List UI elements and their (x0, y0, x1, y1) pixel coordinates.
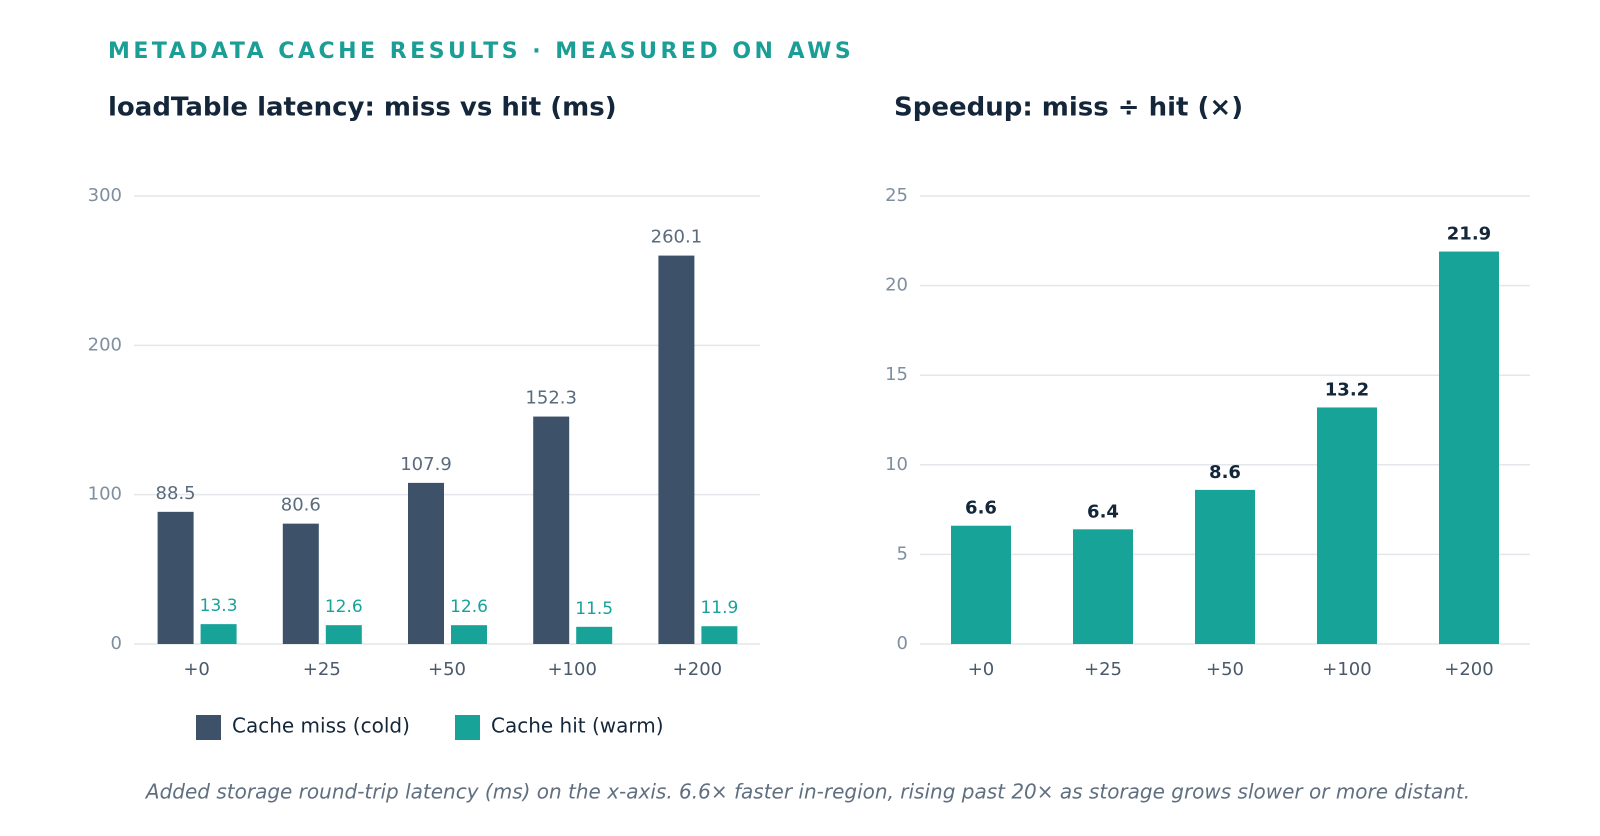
y-tick-label: 300 (88, 185, 122, 206)
value-label: 13.3 (200, 596, 238, 616)
bar (408, 482, 444, 644)
bar (157, 511, 194, 644)
legend-label: Cache hit (warm) (491, 714, 664, 738)
value-label: 11.9 (700, 598, 738, 618)
value-label: 260.1 (651, 227, 703, 248)
bar (1073, 529, 1133, 644)
bar (325, 625, 362, 644)
bar (200, 624, 237, 644)
bar (1439, 251, 1499, 644)
value-label: 12.6 (325, 597, 363, 617)
y-tick-label: 10 (885, 454, 908, 475)
value-label: 12.6 (450, 597, 488, 617)
value-label: 152.3 (525, 388, 577, 409)
legend-label: Cache miss (cold) (232, 714, 410, 738)
legend-swatch (455, 715, 480, 740)
x-tick-label: +200 (1444, 659, 1493, 680)
bar (451, 625, 487, 644)
y-tick-label: 0 (897, 633, 908, 654)
bar (533, 416, 570, 644)
value-label: 88.5 (156, 483, 196, 504)
bar (701, 626, 738, 644)
x-tick-label: +0 (183, 659, 210, 680)
value-label: 107.9 (400, 454, 452, 475)
x-tick-label: +50 (428, 659, 466, 680)
x-tick-label: +25 (303, 659, 341, 680)
chart-title: loadTable latency: miss vs hit (ms) (108, 93, 617, 123)
value-label: 6.6 (965, 498, 997, 519)
y-tick-label: 20 (885, 275, 908, 296)
x-tick-label: +200 (673, 659, 722, 680)
x-tick-label: +100 (547, 659, 596, 680)
y-tick-label: 15 (885, 364, 908, 385)
y-tick-label: 200 (88, 334, 122, 355)
bar (951, 525, 1011, 644)
y-tick-label: 100 (88, 484, 122, 505)
bar (576, 626, 613, 644)
chart-title: Speedup: miss ÷ hit (×) (894, 93, 1243, 123)
value-label: 6.4 (1087, 501, 1119, 522)
y-tick-label: 5 (897, 543, 908, 564)
value-label: 21.9 (1447, 224, 1491, 245)
y-tick-label: 0 (111, 633, 122, 654)
value-label: 8.6 (1209, 462, 1241, 483)
value-label: 13.2 (1325, 379, 1369, 400)
header: METADATA CACHE RESULTS · MEASURED ON AWS (108, 39, 854, 64)
legend-swatch (196, 715, 221, 740)
value-label: 80.6 (281, 495, 321, 516)
bar (1317, 407, 1377, 644)
bar (1195, 489, 1255, 644)
x-tick-label: +25 (1084, 659, 1122, 680)
x-tick-label: +50 (1206, 659, 1244, 680)
bar (282, 523, 319, 644)
bar (658, 255, 695, 645)
y-tick-label: 25 (885, 185, 908, 206)
value-label: 11.5 (575, 599, 613, 619)
x-tick-label: +0 (968, 659, 995, 680)
x-tick-label: +100 (1322, 659, 1371, 680)
caption: Added storage round-trip latency (ms) on… (144, 780, 1470, 804)
